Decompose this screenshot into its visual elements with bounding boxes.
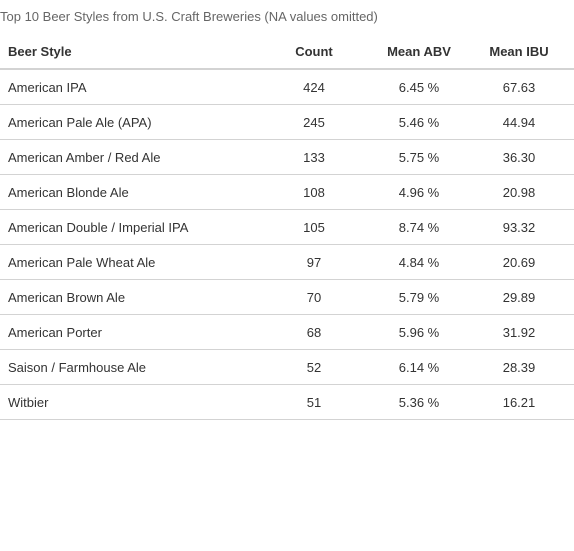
cell-mean-abv: 4.84 %: [374, 244, 464, 280]
cell-mean-abv: 5.79 %: [374, 279, 464, 315]
cell-mean-abv: 8.74 %: [374, 209, 464, 245]
header-mean-ibu: Mean IBU: [464, 34, 574, 70]
cell-beer-style: American Pale Ale (APA): [0, 104, 254, 140]
table-header: Beer Style Count Mean ABV Mean IBU: [0, 34, 574, 70]
cell-mean-ibu: 31.92: [464, 314, 574, 350]
table-row: Saison / Farmhouse Ale 52 6.14 % 28.39: [0, 349, 574, 385]
beer-styles-table: Beer Style Count Mean ABV Mean IBU Ameri…: [0, 34, 574, 420]
cell-count: 51: [254, 384, 374, 420]
table-row: American IPA 424 6.45 % 67.63: [0, 69, 574, 105]
cell-beer-style: American Brown Ale: [0, 279, 254, 315]
cell-mean-ibu: 44.94: [464, 104, 574, 140]
cell-count: 97: [254, 244, 374, 280]
table-row: American Porter 68 5.96 % 31.92: [0, 314, 574, 350]
cell-count: 105: [254, 209, 374, 245]
cell-count: 133: [254, 139, 374, 175]
cell-beer-style: American Blonde Ale: [0, 174, 254, 210]
cell-mean-abv: 5.36 %: [374, 384, 464, 420]
cell-count: 245: [254, 104, 374, 140]
cell-beer-style: American Amber / Red Ale: [0, 139, 254, 175]
cell-count: 52: [254, 349, 374, 385]
table-row: Witbier 51 5.36 % 16.21: [0, 384, 574, 420]
cell-count: 424: [254, 69, 374, 105]
cell-mean-abv: 6.14 %: [374, 349, 464, 385]
table-row: American Pale Ale (APA) 245 5.46 % 44.94: [0, 104, 574, 140]
cell-beer-style: American Porter: [0, 314, 254, 350]
table-caption: Top 10 Beer Styles from U.S. Craft Brewe…: [0, 9, 378, 24]
table-row: American Blonde Ale 108 4.96 % 20.98: [0, 174, 574, 210]
cell-mean-abv: 5.46 %: [374, 104, 464, 140]
cell-beer-style: Saison / Farmhouse Ale: [0, 349, 254, 385]
header-mean-abv: Mean ABV: [374, 34, 464, 70]
cell-mean-ibu: 93.32: [464, 209, 574, 245]
cell-mean-ibu: 36.30: [464, 139, 574, 175]
cell-mean-ibu: 29.89: [464, 279, 574, 315]
table-row: American Double / Imperial IPA 105 8.74 …: [0, 209, 574, 245]
header-row: Beer Style Count Mean ABV Mean IBU: [0, 34, 574, 70]
cell-mean-ibu: 28.39: [464, 349, 574, 385]
cell-mean-abv: 4.96 %: [374, 174, 464, 210]
table-row: American Amber / Red Ale 133 5.75 % 36.3…: [0, 139, 574, 175]
cell-beer-style: Witbier: [0, 384, 254, 420]
cell-mean-ibu: 16.21: [464, 384, 574, 420]
header-count: Count: [254, 34, 374, 70]
cell-mean-abv: 6.45 %: [374, 69, 464, 105]
cell-mean-abv: 5.96 %: [374, 314, 464, 350]
cell-mean-ibu: 20.98: [464, 174, 574, 210]
cell-mean-ibu: 20.69: [464, 244, 574, 280]
cell-beer-style: American Double / Imperial IPA: [0, 209, 254, 245]
cell-beer-style: American IPA: [0, 69, 254, 105]
cell-count: 70: [254, 279, 374, 315]
table-row: American Brown Ale 70 5.79 % 29.89: [0, 279, 574, 315]
cell-beer-style: American Pale Wheat Ale: [0, 244, 254, 280]
cell-count: 108: [254, 174, 374, 210]
header-beer-style: Beer Style: [0, 34, 254, 70]
table-row: American Pale Wheat Ale 97 4.84 % 20.69: [0, 244, 574, 280]
table-body: American IPA 424 6.45 % 67.63 American P…: [0, 69, 574, 420]
cell-mean-abv: 5.75 %: [374, 139, 464, 175]
cell-count: 68: [254, 314, 374, 350]
cell-mean-ibu: 67.63: [464, 69, 574, 105]
